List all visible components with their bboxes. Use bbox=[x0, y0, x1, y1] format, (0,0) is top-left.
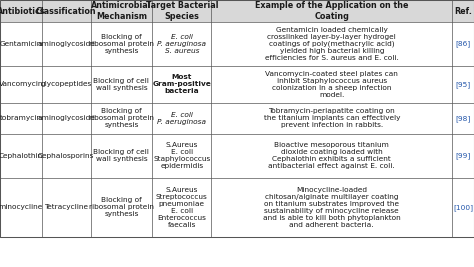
Text: Blocking of
ribosomal protein
synthesis: Blocking of ribosomal protein synthesis bbox=[89, 197, 154, 217]
Text: Blocking of
ribosomal protein
synthesis: Blocking of ribosomal protein synthesis bbox=[89, 108, 154, 128]
Text: Most
Gram-positive
bacteria: Most Gram-positive bacteria bbox=[153, 74, 211, 94]
Text: Blocking of
ribosomal protein
synthesis: Blocking of ribosomal protein synthesis bbox=[89, 34, 154, 54]
Text: [86]: [86] bbox=[456, 41, 471, 47]
Text: E. coli
P. aeruginosa: E. coli P. aeruginosa bbox=[157, 112, 206, 125]
Text: Antimicrobial
Mechanism: Antimicrobial Mechanism bbox=[91, 1, 152, 21]
Text: Blocking of cell
wall synthesis: Blocking of cell wall synthesis bbox=[93, 78, 149, 91]
Text: Minocycline-loaded
chitosan/alginate multilayer coating
on titanium substrates I: Minocycline-loaded chitosan/alginate mul… bbox=[263, 187, 401, 228]
Text: [99]: [99] bbox=[456, 152, 471, 159]
Text: Gentamicin loaded chemically
crosslinked layer-by-layer hydrogel
coatings of pol: Gentamicin loaded chemically crosslinked… bbox=[265, 27, 399, 61]
Text: Gentamicin: Gentamicin bbox=[0, 41, 42, 47]
Text: [95]: [95] bbox=[456, 81, 471, 88]
Text: Vancomycin-coated steel plates can
inhibit Staphylococcus aureus
colonization In: Vancomycin-coated steel plates can inhib… bbox=[265, 71, 398, 98]
Text: S.Aureus
Streptococcus
pneumoniae
E. coli
Enterococcus
faecalis: S.Aureus Streptococcus pneumoniae E. col… bbox=[156, 187, 208, 228]
Text: minocycline: minocycline bbox=[0, 204, 43, 210]
Bar bbox=[0, 0, 474, 237]
Text: [98]: [98] bbox=[456, 115, 471, 122]
Text: Target Bacterial
Species: Target Bacterial Species bbox=[146, 1, 218, 21]
Text: aminoglycoside: aminoglycoside bbox=[37, 115, 95, 121]
Text: Tobramycin-periapatite coating on
the titanium implants can effectively
prevent : Tobramycin-periapatite coating on the ti… bbox=[264, 108, 400, 128]
Text: Cephalothin: Cephalothin bbox=[0, 153, 43, 159]
Text: tobramycin: tobramycin bbox=[0, 115, 42, 121]
Text: [100]: [100] bbox=[453, 204, 473, 211]
Text: Ref.: Ref. bbox=[454, 7, 472, 15]
Bar bbox=[0, 0, 474, 22]
Text: Antibiotics: Antibiotics bbox=[0, 7, 45, 15]
Text: Tetracycline: Tetracycline bbox=[44, 204, 88, 210]
Text: E. coli
P. aeruginosa
S. aureus: E. coli P. aeruginosa S. aureus bbox=[157, 34, 206, 54]
Text: Blocking of cell
wall synthesis: Blocking of cell wall synthesis bbox=[93, 149, 149, 162]
Text: Bioactive mesoporous titanium
dioxide coating loaded with
Cephalothin exhibits a: Bioactive mesoporous titanium dioxide co… bbox=[268, 142, 395, 169]
Text: S.Aureus
E. coli
Staphylococcus
epidermidis: S.Aureus E. coli Staphylococcus epidermi… bbox=[153, 142, 210, 169]
Text: aminoglycoside: aminoglycoside bbox=[37, 41, 95, 47]
Text: Classification: Classification bbox=[36, 7, 96, 15]
Text: Vancomycin: Vancomycin bbox=[0, 81, 43, 87]
Text: Example of the Application on the
Coating: Example of the Application on the Coatin… bbox=[255, 1, 409, 21]
Text: Cephalosporins: Cephalosporins bbox=[38, 153, 94, 159]
Text: glycopeptides: glycopeptides bbox=[40, 81, 92, 87]
